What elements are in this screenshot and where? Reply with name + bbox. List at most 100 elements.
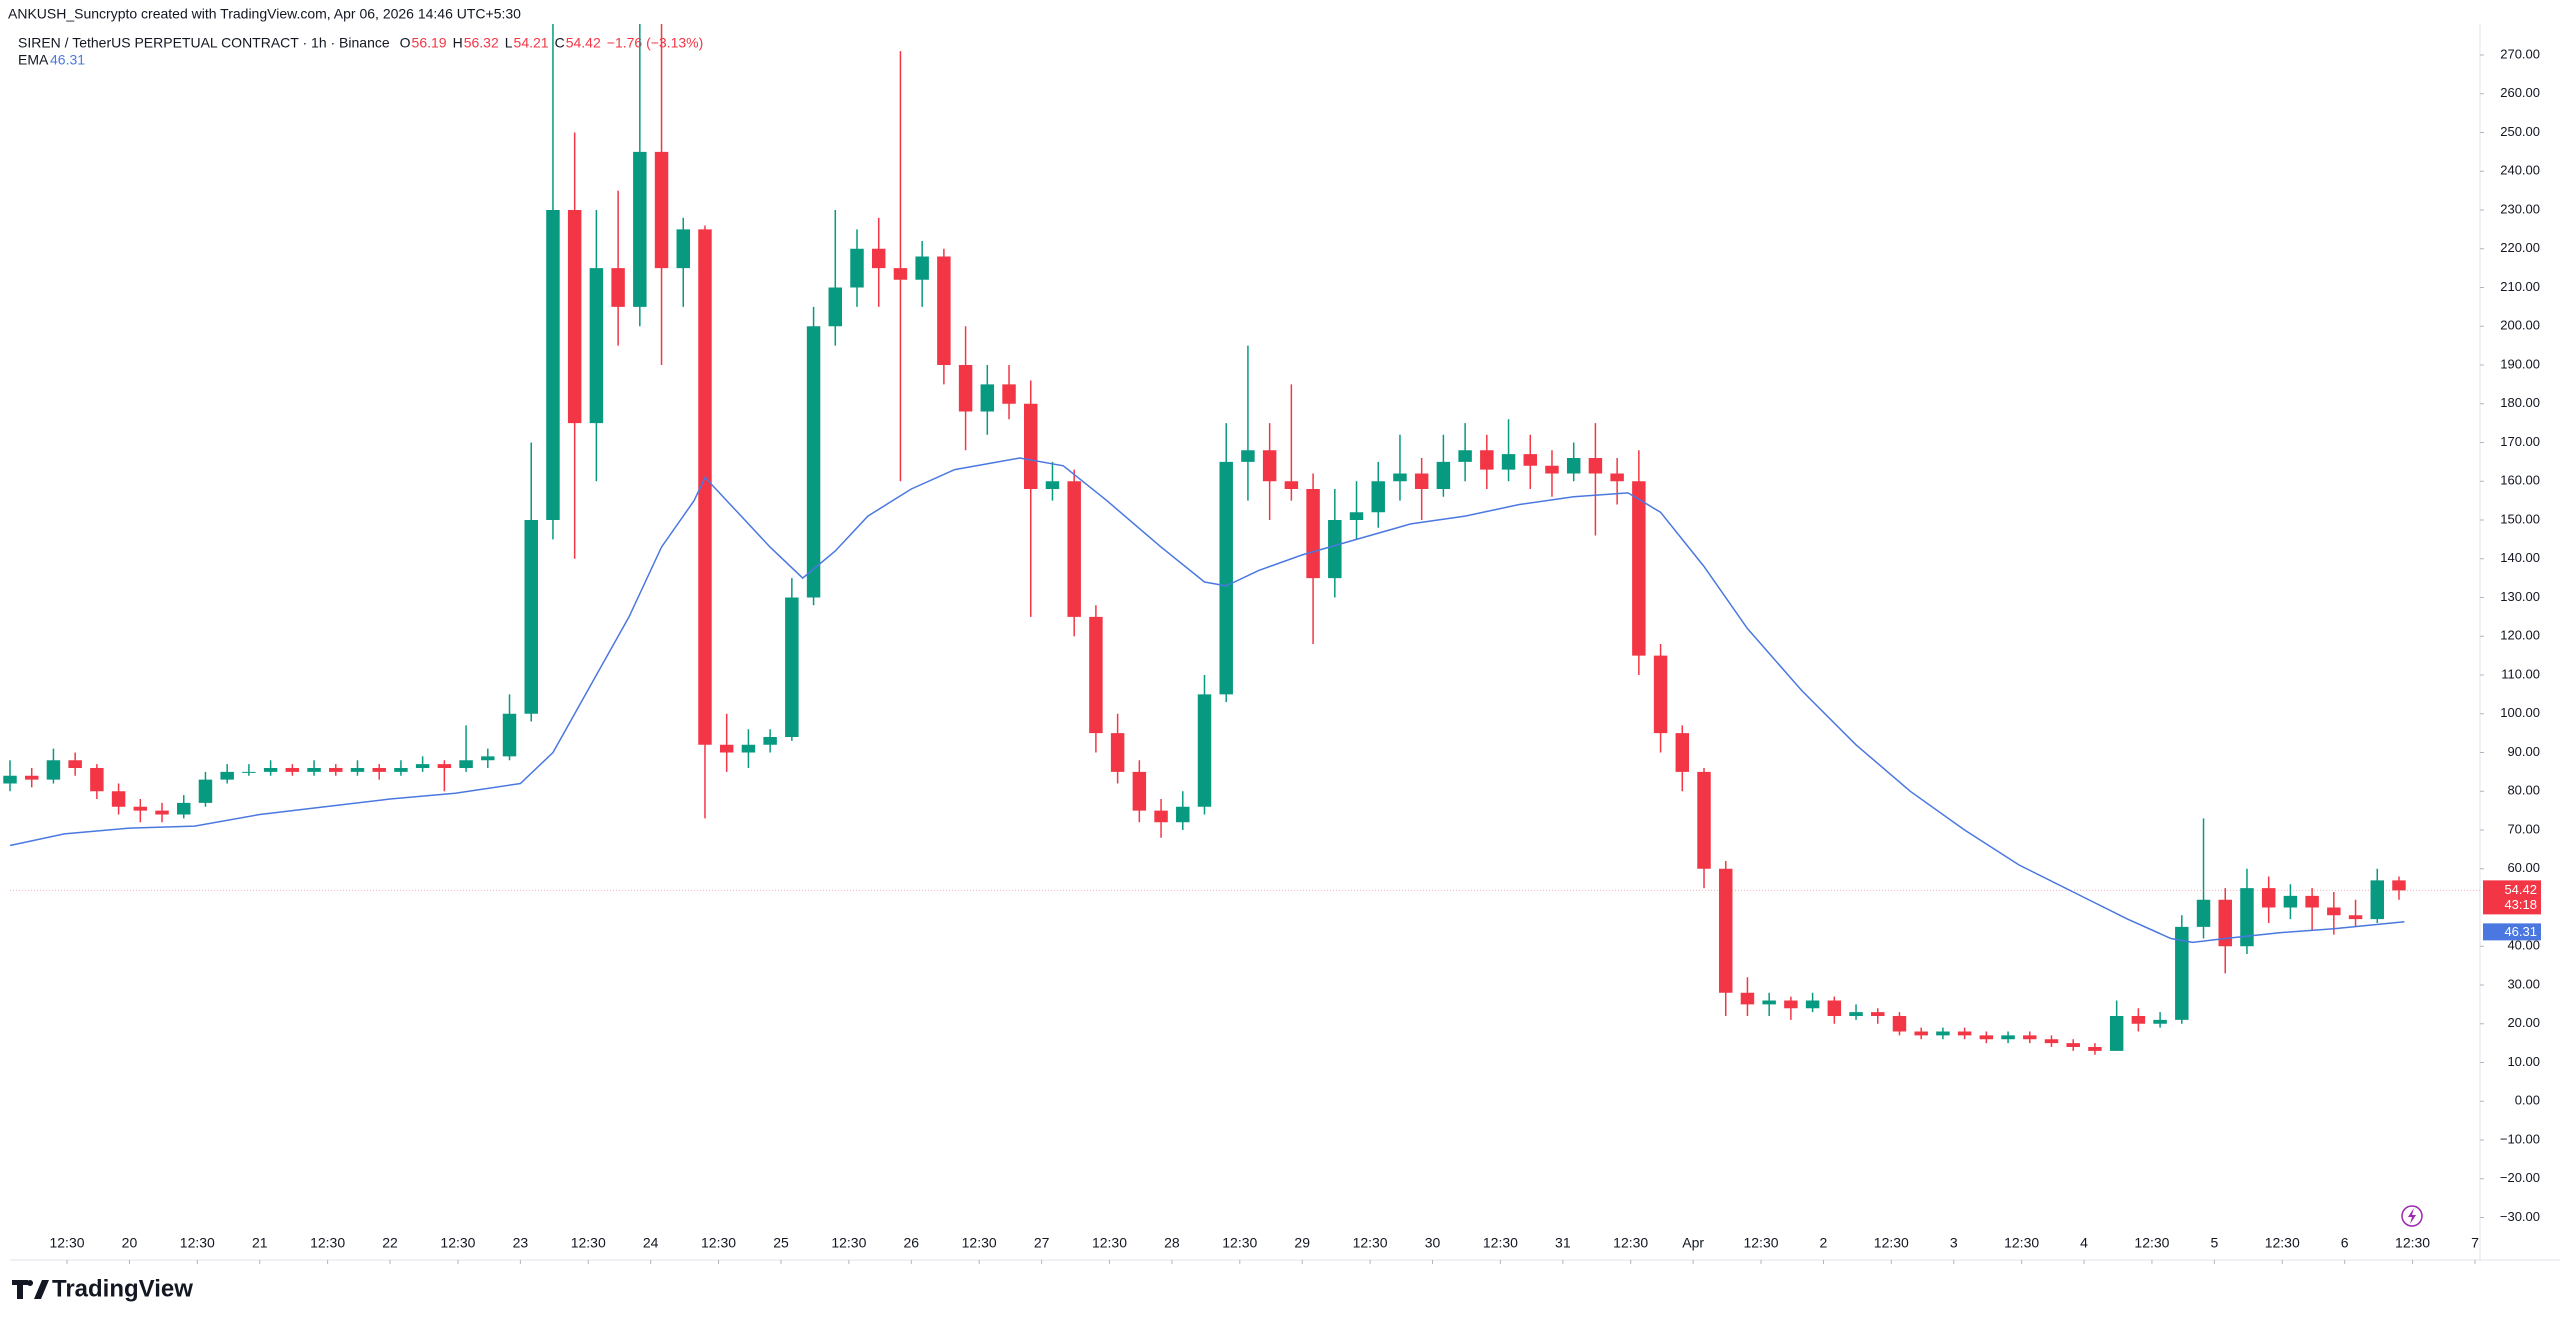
x-tick-label: 12:30 [2395, 1235, 2430, 1251]
legend-change: −1.76 (−3.13%) [607, 35, 704, 51]
candle-body [654, 151, 669, 269]
x-tick-label: 21 [252, 1235, 268, 1251]
candle-body [372, 768, 386, 772]
candle-body [1501, 454, 1516, 470]
legend-ohlc-label: O [400, 35, 411, 51]
candle-body [1805, 1000, 1820, 1009]
candle-body [893, 268, 908, 280]
ema-line [9, 457, 2405, 944]
candle-body [394, 768, 408, 772]
candle-body [2175, 926, 2189, 1020]
y-tick-label: 250.00 [2500, 124, 2540, 139]
x-tick-label: 5 [2210, 1235, 2218, 1251]
candle-body [350, 768, 365, 772]
x-tick-label: 12:30 [49, 1235, 84, 1251]
candle-body [2261, 888, 2276, 908]
x-tick-label: 12:30 [831, 1235, 866, 1251]
x-tick-label: 12:30 [1613, 1235, 1648, 1251]
ema-legend-name: EMA [18, 52, 49, 68]
candle-body [1089, 616, 1103, 734]
candle-body [2109, 1016, 2124, 1051]
candle-body [1979, 1035, 1994, 1040]
candle-body [1436, 461, 1451, 489]
candle-body [1284, 481, 1299, 489]
candle-body [1740, 992, 1755, 1005]
x-tick-label: 6 [2341, 1235, 2349, 1251]
y-tick-label: 110.00 [2501, 666, 2540, 681]
y-tick-label: 120.00 [2500, 628, 2540, 643]
candle-body [676, 229, 690, 269]
candle-body [1002, 384, 1016, 404]
candle-body [2283, 895, 2298, 908]
x-tick-label: 12:30 [2134, 1235, 2169, 1251]
y-tick-label: 230.00 [2500, 201, 2540, 216]
candle-body [763, 737, 777, 745]
candle-body [785, 597, 799, 737]
x-tick-label: Apr [1682, 1235, 1704, 1251]
candle-body [1110, 733, 1125, 772]
candle-body [2370, 880, 2385, 920]
candle-body [481, 756, 495, 761]
x-tick-label: 24 [643, 1235, 659, 1251]
bolt-circle[interactable] [2401, 1205, 2423, 1227]
x-tick-label: 31 [1555, 1235, 1571, 1251]
legend-ohlc-label: L [505, 35, 513, 51]
bolt-button[interactable] [2401, 1205, 2423, 1227]
candle-body [980, 384, 995, 412]
candle-body [546, 210, 560, 520]
legend-ohlc-value: 56.32 [464, 35, 499, 51]
candle-body [1545, 465, 1559, 474]
y-tick-label: 270.00 [2500, 46, 2540, 61]
candle-body [3, 775, 17, 784]
candle-body [459, 760, 473, 768]
y-tick-label: 160.00 [2500, 473, 2540, 488]
x-tick-label: 12:30 [701, 1235, 736, 1251]
candle-body [2240, 888, 2254, 947]
candle-body [1241, 450, 1255, 462]
x-tick-label: 30 [1425, 1235, 1441, 1251]
candle-body [2044, 1039, 2059, 1044]
candle-body [611, 268, 625, 307]
candle-body [741, 744, 756, 753]
candle-body [633, 151, 647, 307]
last-price-badge [2483, 880, 2541, 915]
x-tick-label: 12:30 [1743, 1235, 1778, 1251]
x-tick-label: 12:30 [180, 1235, 215, 1251]
candle-body [1371, 481, 1385, 513]
candle-body [719, 744, 734, 753]
candle-body [415, 764, 430, 768]
y-tick-label: −30.00 [2500, 1209, 2540, 1224]
bolt-icon[interactable] [2408, 1208, 2416, 1224]
y-tick-label: 140.00 [2500, 550, 2540, 565]
y-tick-label: 0.00 [2515, 1093, 2540, 1108]
candle-body [828, 287, 843, 327]
candle-body [24, 775, 39, 780]
candle-body [133, 806, 148, 811]
candle-body [1653, 655, 1668, 734]
candle-body [263, 768, 278, 772]
candle-body [1458, 450, 1472, 462]
candle-body [2348, 915, 2363, 920]
candle-body [1892, 1016, 1907, 1032]
candle-body [2066, 1043, 2080, 1047]
candle-body [1480, 450, 1494, 470]
candle-body [1914, 1031, 1928, 1036]
candle-body [329, 768, 343, 772]
x-tick-label: 27 [1034, 1235, 1050, 1251]
y-tick-label: −10.00 [2500, 1131, 2540, 1146]
candles [3, 24, 2406, 1055]
candle-body [1849, 1012, 1863, 1016]
y-tick-label: 10.00 [2507, 1054, 2540, 1069]
candle-body [502, 713, 517, 757]
x-tick-label: 22 [382, 1235, 398, 1251]
candle-body [2023, 1035, 2037, 1040]
x-tick-label: 4 [2080, 1235, 2088, 1251]
brand-logo: TradingView [12, 1275, 193, 1302]
y-tick-label: 200.00 [2500, 318, 2540, 333]
y-tick-label: 190.00 [2500, 356, 2540, 371]
ema-legend-value: 46.31 [50, 52, 85, 68]
candle-body [567, 210, 582, 424]
x-tick-label: 12:30 [1092, 1235, 1127, 1251]
